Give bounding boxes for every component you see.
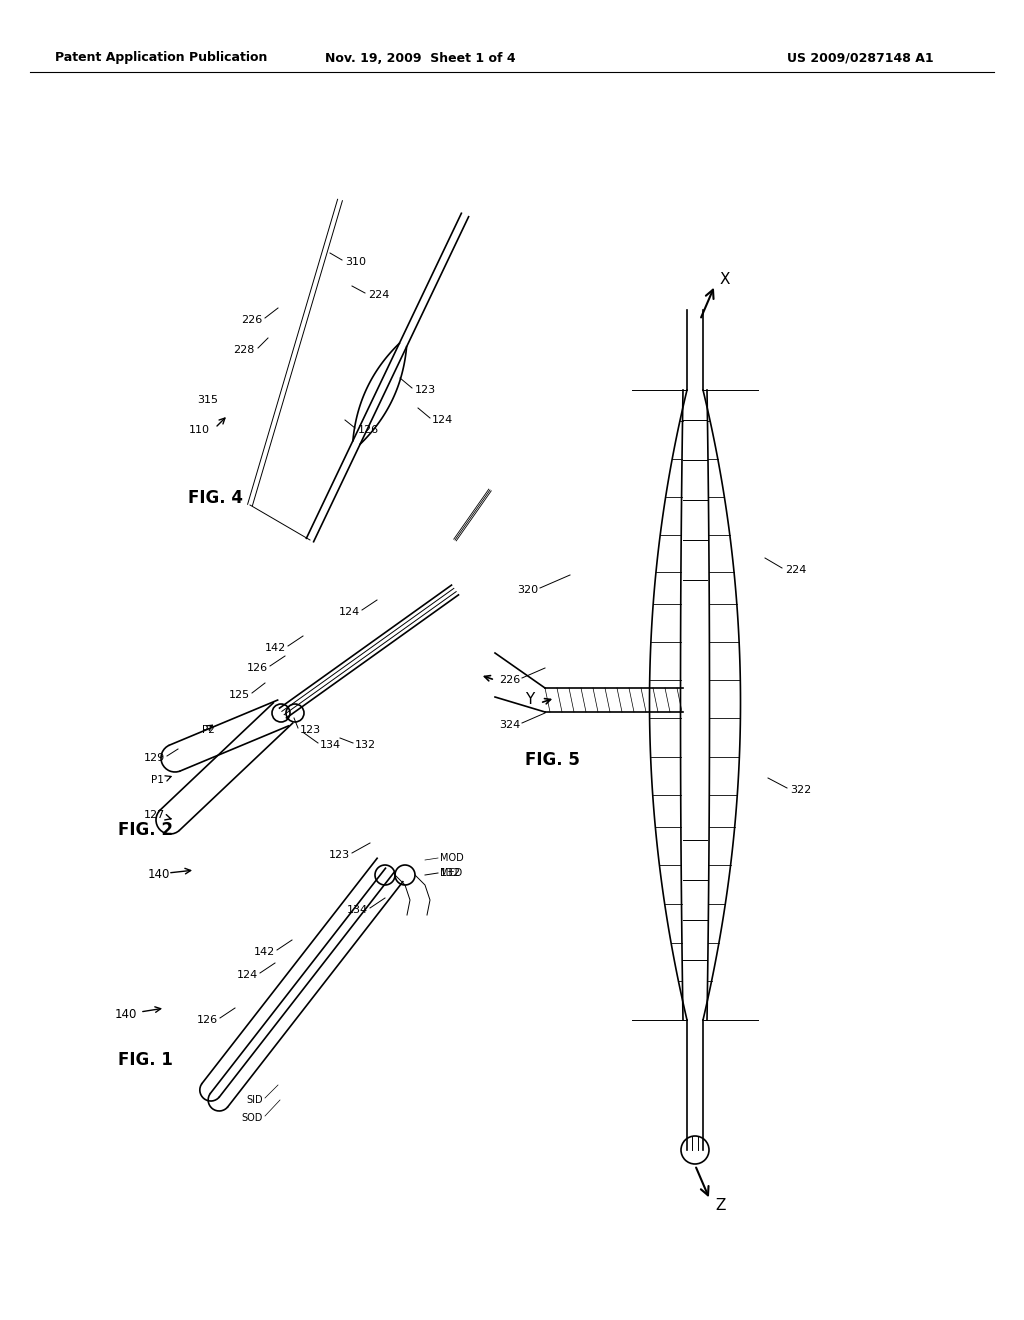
Text: 127: 127 <box>143 810 165 820</box>
Text: 324: 324 <box>499 719 520 730</box>
Text: 126: 126 <box>247 663 268 673</box>
Text: Z: Z <box>715 1197 725 1213</box>
Text: 125: 125 <box>229 690 250 700</box>
Text: US 2009/0287148 A1: US 2009/0287148 A1 <box>786 51 933 65</box>
Text: FIG. 1: FIG. 1 <box>118 1051 173 1069</box>
Text: 226: 226 <box>499 675 520 685</box>
Text: FIG. 2: FIG. 2 <box>118 821 173 840</box>
Text: 110: 110 <box>189 425 210 436</box>
Text: 134: 134 <box>347 906 368 915</box>
Text: 140: 140 <box>115 1008 137 1022</box>
Text: 134: 134 <box>319 741 341 750</box>
Text: 310: 310 <box>345 257 366 267</box>
Text: 123: 123 <box>300 725 322 735</box>
Text: 132: 132 <box>440 869 461 878</box>
Text: 142: 142 <box>254 946 275 957</box>
Text: 123: 123 <box>329 850 350 861</box>
Text: FIG. 4: FIG. 4 <box>188 488 243 507</box>
Text: 322: 322 <box>790 785 811 795</box>
Text: X: X <box>720 272 730 288</box>
Text: 228: 228 <box>233 345 255 355</box>
Text: P1: P1 <box>152 775 164 785</box>
Text: MED: MED <box>440 869 462 878</box>
Text: 129: 129 <box>143 752 165 763</box>
Text: 224: 224 <box>368 290 389 300</box>
Text: 132: 132 <box>355 741 376 750</box>
Text: 123: 123 <box>415 385 436 395</box>
Text: 124: 124 <box>237 970 258 979</box>
Text: 320: 320 <box>517 585 538 595</box>
Text: 140: 140 <box>148 869 170 882</box>
Text: MOD: MOD <box>440 853 464 863</box>
Text: FIG. 5: FIG. 5 <box>525 751 580 770</box>
Text: SOD: SOD <box>242 1113 263 1123</box>
Text: 126: 126 <box>358 425 379 436</box>
Text: 315: 315 <box>197 395 218 405</box>
Text: Y: Y <box>525 693 535 708</box>
Text: 124: 124 <box>432 414 454 425</box>
Text: SID: SID <box>247 1096 263 1105</box>
Text: Patent Application Publication: Patent Application Publication <box>55 51 267 65</box>
Text: 226: 226 <box>241 315 262 325</box>
Text: 124: 124 <box>339 607 360 616</box>
Text: P2: P2 <box>202 725 215 735</box>
Text: Nov. 19, 2009  Sheet 1 of 4: Nov. 19, 2009 Sheet 1 of 4 <box>325 51 515 65</box>
Text: 224: 224 <box>785 565 806 576</box>
Text: 142: 142 <box>265 643 286 653</box>
Text: 126: 126 <box>197 1015 218 1026</box>
